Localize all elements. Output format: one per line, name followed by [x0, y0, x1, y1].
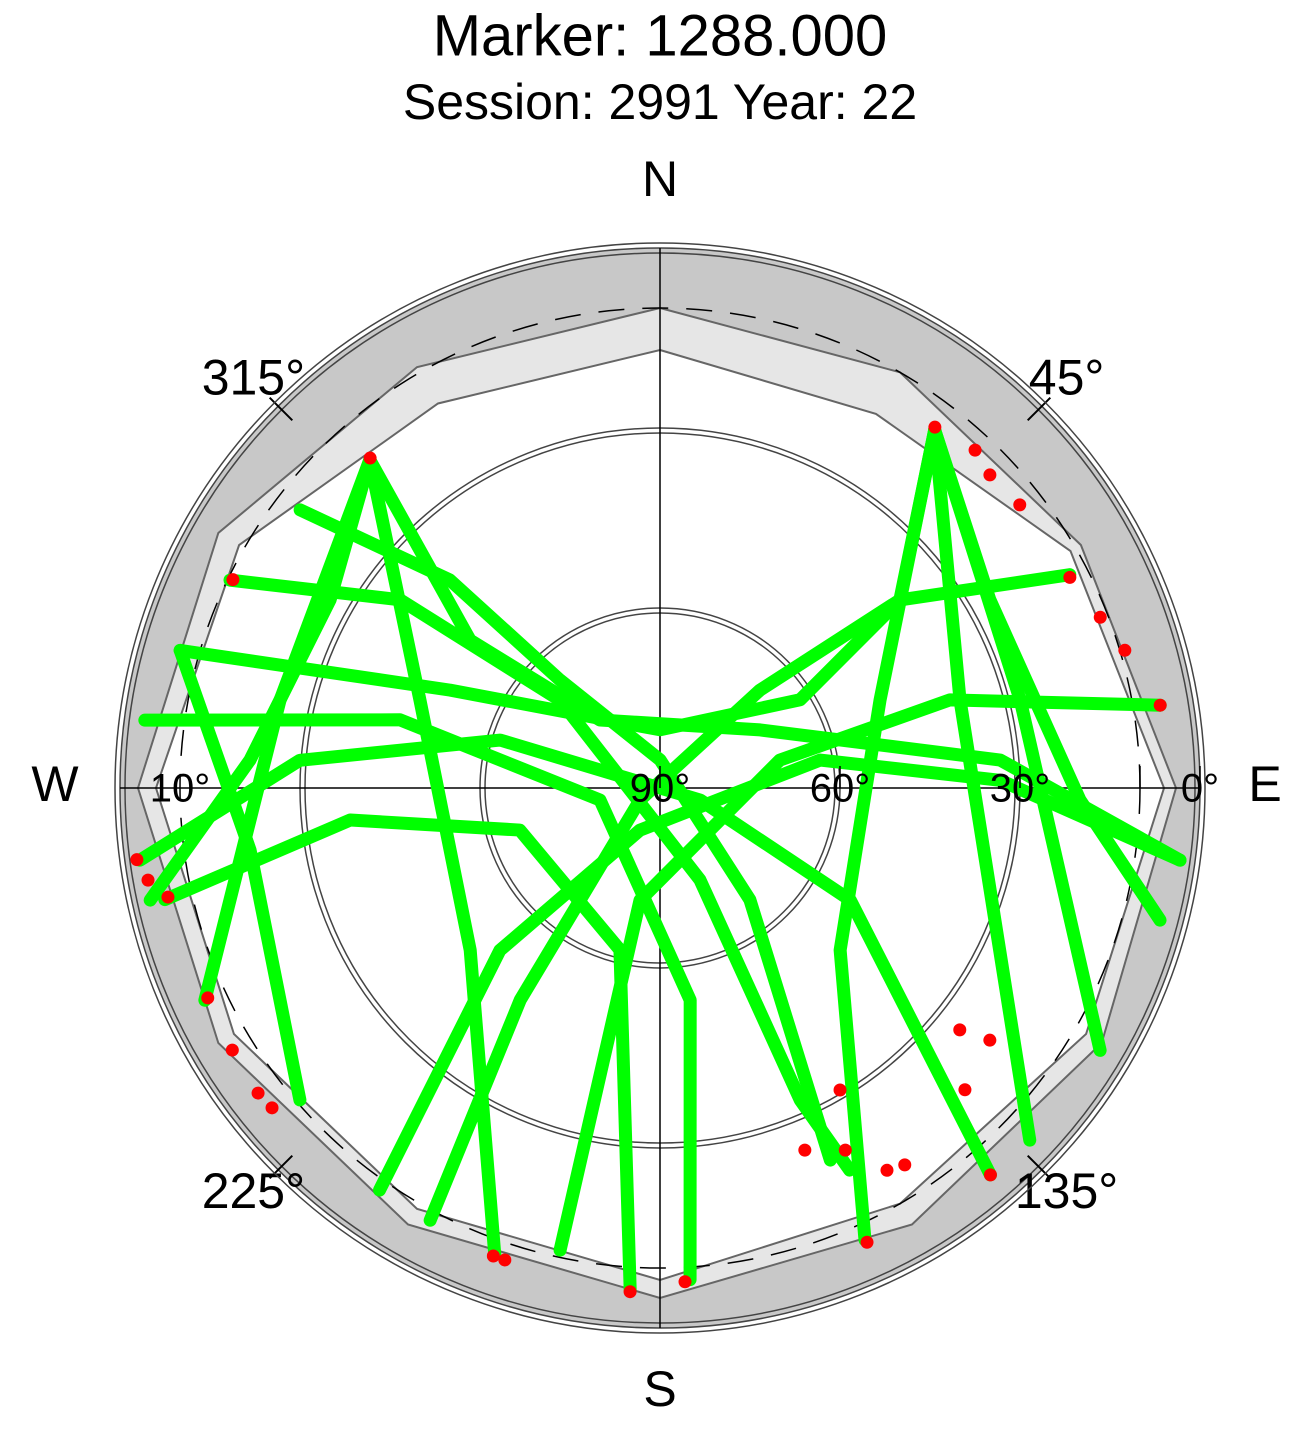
- flagged-point: [130, 853, 144, 867]
- chart-title: Marker: 1288.000: [433, 3, 888, 68]
- track: [198, 453, 377, 1007]
- flagged-point: [1118, 643, 1132, 657]
- chart-subtitle: Session: 2991 Year: 22: [403, 74, 917, 130]
- track: [928, 423, 1037, 1147]
- track: [293, 503, 837, 1167]
- elevation-label: 10°: [150, 767, 211, 811]
- flagged-point: [226, 573, 240, 587]
- compass-label: N: [642, 151, 678, 207]
- azimuth-tick: [1026, 1154, 1052, 1180]
- flagged-point: [1063, 570, 1077, 584]
- flagged-point: [486, 1249, 500, 1263]
- flagged-point: [958, 1083, 972, 1097]
- track: [158, 813, 637, 1297]
- flagged-point: [798, 1143, 812, 1157]
- flagged-point: [251, 1086, 265, 1100]
- flagged-point: [983, 1033, 997, 1047]
- flagged-point: [860, 1235, 874, 1249]
- outer-border: [114, 242, 1206, 1334]
- azimuth-tick: [268, 1154, 294, 1180]
- flagged-point: [838, 1143, 852, 1157]
- azimuth-tick: [1026, 396, 1052, 422]
- compass-label: W: [31, 756, 79, 812]
- flagged-point: [833, 1083, 847, 1097]
- flagged-point: [983, 468, 997, 482]
- azimuth-label: 225°: [202, 1163, 305, 1219]
- flagged-point: [898, 1158, 912, 1172]
- flagged-point: [983, 1168, 997, 1182]
- track: [373, 753, 1187, 1197]
- azimuth-label: 315°: [202, 350, 305, 406]
- flagged-point: [953, 1023, 967, 1037]
- track: [423, 568, 1077, 1227]
- azimuth-label: 135°: [1015, 1163, 1118, 1219]
- track: [833, 423, 942, 1247]
- compass-label: E: [1248, 756, 1281, 812]
- track: [928, 423, 1107, 1057]
- flagged-point: [1013, 498, 1027, 512]
- flagged-point: [363, 451, 377, 465]
- flagged-point: [880, 1163, 894, 1177]
- flagged-point: [141, 873, 155, 887]
- flagged-point: [1153, 698, 1167, 712]
- track: [223, 573, 857, 1177]
- flagged-point: [1093, 610, 1107, 624]
- flagged-point: [201, 991, 215, 1005]
- flagged-point: [928, 420, 942, 434]
- flagged-point: [968, 443, 982, 457]
- elevation-label: 60°: [810, 767, 871, 811]
- flagged-point: [161, 890, 175, 904]
- elevation-label: 30°: [990, 767, 1051, 811]
- flagged-point: [225, 1043, 239, 1057]
- flagged-point: [623, 1285, 637, 1299]
- track: [133, 733, 997, 1182]
- elevation-label: 90°: [630, 767, 691, 811]
- track: [138, 713, 697, 1287]
- flagged-point: [498, 1253, 512, 1267]
- flagged-point: [678, 1275, 692, 1289]
- compass-label: S: [643, 1361, 676, 1417]
- elevation-label: 0°: [1181, 767, 1219, 811]
- azimuth-tick: [268, 396, 294, 422]
- flagged-point: [265, 1101, 279, 1115]
- azimuth-label: 45°: [1029, 350, 1105, 406]
